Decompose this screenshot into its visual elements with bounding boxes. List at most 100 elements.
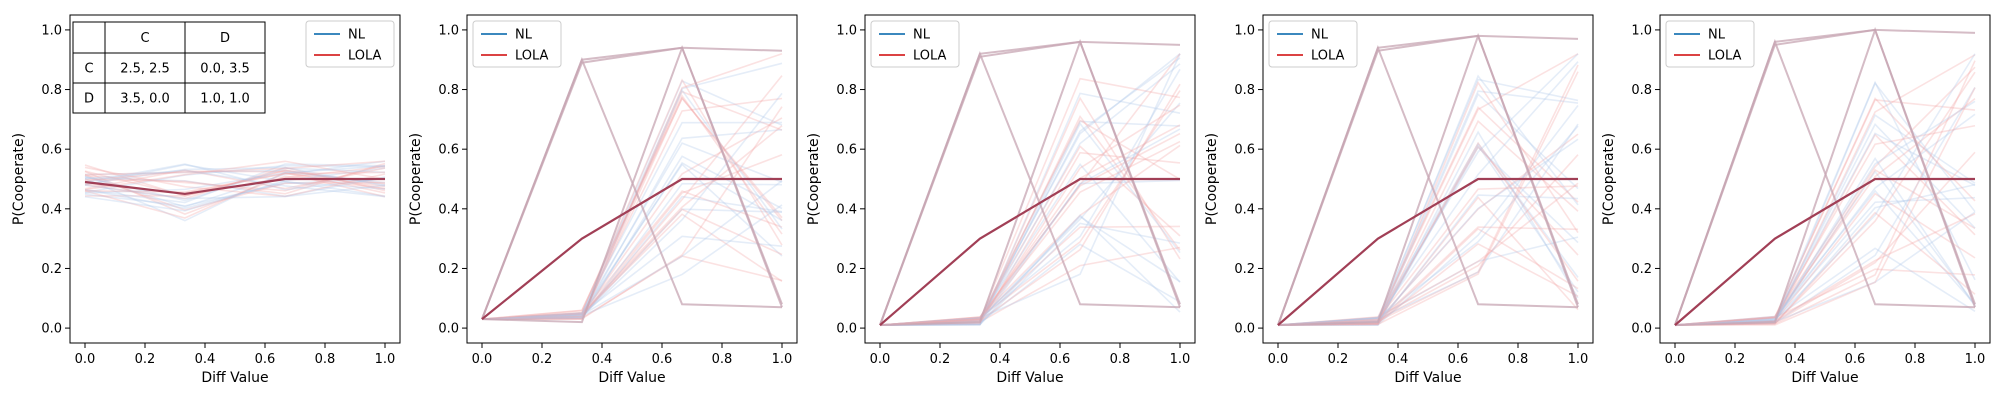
mean-line xyxy=(1277,177,1578,326)
plot-area xyxy=(879,38,1181,327)
run-line-lola xyxy=(879,96,1181,326)
run-line-lola xyxy=(879,77,1181,326)
axes-frame xyxy=(1659,14,1991,344)
run-line-lola xyxy=(1277,227,1579,326)
run-line-lola xyxy=(84,160,386,191)
run-line-nl xyxy=(481,180,783,320)
x-tick-label: 0.6 xyxy=(255,352,276,367)
x-tick-label: 1.0 xyxy=(772,352,793,367)
run-line-nl xyxy=(879,68,1181,326)
trajectory-line xyxy=(879,50,1181,326)
run-line-nl xyxy=(84,164,386,194)
run-line-nl xyxy=(1674,247,1976,326)
run-line-nl xyxy=(481,161,783,320)
x-axis-label: Diff Value xyxy=(201,370,268,386)
x-tick-label: 0.6 xyxy=(652,352,673,367)
run-line-lola xyxy=(481,208,783,320)
run-line-lola xyxy=(481,78,783,320)
x-tick-label: 0.6 xyxy=(1050,352,1071,367)
y-tick-label: 0.8 xyxy=(1234,83,1255,98)
x-tick-label: 0.4 xyxy=(1388,352,1409,367)
run-line-nl xyxy=(879,215,1181,326)
x-tick-label: 0.2 xyxy=(135,352,156,367)
x-tick-label: 0.4 xyxy=(195,352,216,367)
run-line-lola xyxy=(84,169,386,197)
run-line-lola xyxy=(84,166,386,198)
run-line-nl xyxy=(1674,122,1976,326)
x-tick-label: 1.0 xyxy=(1965,352,1986,367)
run-line-nl xyxy=(1277,123,1579,326)
run-line-nl xyxy=(1674,189,1976,326)
run-line-nl xyxy=(879,222,1181,326)
trajectory-line xyxy=(481,57,783,320)
run-line-lola xyxy=(1674,124,1976,326)
y-tick-label: 0.0 xyxy=(1631,322,1652,337)
legend-label-lola: LOLA xyxy=(1708,49,1742,64)
legend: NL LOLA xyxy=(1268,20,1358,68)
y-tick-label: 0.0 xyxy=(41,322,62,337)
run-line-nl xyxy=(481,121,783,320)
run-line-lola xyxy=(481,190,783,320)
run-line-lola xyxy=(879,119,1181,326)
x-tick-label: 0.2 xyxy=(930,352,951,367)
y-tick-label: 0.4 xyxy=(1631,202,1652,217)
run-line-nl xyxy=(1277,53,1579,326)
run-line-lola xyxy=(1277,185,1579,326)
run-line-nl xyxy=(84,165,386,194)
panel-1: 0.0 0.2 0.4 0.6 0.8 1.0 0.0 0.2 0.4 0.6 0.8 1.0 Diff… xyxy=(11,14,401,386)
run-line-nl xyxy=(879,179,1181,326)
y-tick-label: 0.8 xyxy=(438,83,459,98)
run-line-lola xyxy=(879,145,1181,326)
run-line-lola xyxy=(879,151,1181,326)
run-line-lola xyxy=(481,53,783,320)
mean-line xyxy=(879,177,1180,326)
mean-line xyxy=(481,177,782,321)
table-cell: C xyxy=(84,62,93,77)
run-line-lola xyxy=(84,174,386,211)
run-line-nl xyxy=(84,176,386,197)
run-line-lola xyxy=(1277,53,1579,326)
run-line-nl xyxy=(84,184,386,200)
legend-label-nl: NL xyxy=(348,28,366,43)
panel-3: 0.0 0.2 0.4 0.6 0.8 1.0 0.0 0.2 0.4 0.6 0.8 1.0 Diff… xyxy=(806,14,1196,386)
y-tick-label: 0.8 xyxy=(41,83,62,98)
legend-label-nl: NL xyxy=(913,28,931,43)
trajectory-line xyxy=(1277,32,1579,327)
y-tick-label: 0.4 xyxy=(836,202,857,217)
plot-area xyxy=(481,44,783,324)
x-axis-label: Diff Value xyxy=(1791,370,1858,386)
legend-label-lola: LOLA xyxy=(913,49,947,64)
axes-frame xyxy=(864,14,1196,344)
run-line-nl xyxy=(481,79,783,320)
y-tick-label: 1.0 xyxy=(438,23,459,38)
y-tick-label: 0.2 xyxy=(438,262,459,277)
axes-frame xyxy=(69,14,401,344)
run-line-nl xyxy=(879,163,1181,326)
run-line-lola xyxy=(879,124,1181,326)
run-line-lola xyxy=(1674,97,1976,326)
run-line-nl xyxy=(481,142,783,320)
run-line-nl xyxy=(84,166,386,187)
x-axis-label: Diff Value xyxy=(996,370,1063,386)
run-line-lola xyxy=(481,117,783,320)
y-tick-label: 0.6 xyxy=(1631,143,1652,158)
y-tick-label: 0.6 xyxy=(836,143,857,158)
run-line-nl xyxy=(1674,53,1976,326)
y-tick-label: 0.2 xyxy=(1631,262,1652,277)
run-line-lola xyxy=(1674,66,1976,326)
trajectory-line xyxy=(1277,44,1579,326)
run-line-nl xyxy=(879,102,1181,326)
y-tick-label: 0.2 xyxy=(1234,262,1255,277)
y-tick-label: 0.0 xyxy=(438,322,459,337)
mean-line xyxy=(84,177,385,196)
y-tick-label: 0.0 xyxy=(1234,322,1255,337)
y-tick-label: 0.2 xyxy=(41,262,62,277)
table-cell: 1.0, 1.0 xyxy=(200,92,250,107)
x-tick-label: 0.4 xyxy=(592,352,613,367)
run-line-nl xyxy=(1277,130,1579,326)
panel-2: 0.0 0.2 0.4 0.6 0.8 1.0 0.0 0.2 0.4 0.6 0.8 1.0 Diff… xyxy=(408,14,798,386)
x-tick-label: 0.2 xyxy=(1725,352,1746,367)
x-tick-label: 0.0 xyxy=(472,352,493,367)
x-tick-label: 0.6 xyxy=(1448,352,1469,367)
